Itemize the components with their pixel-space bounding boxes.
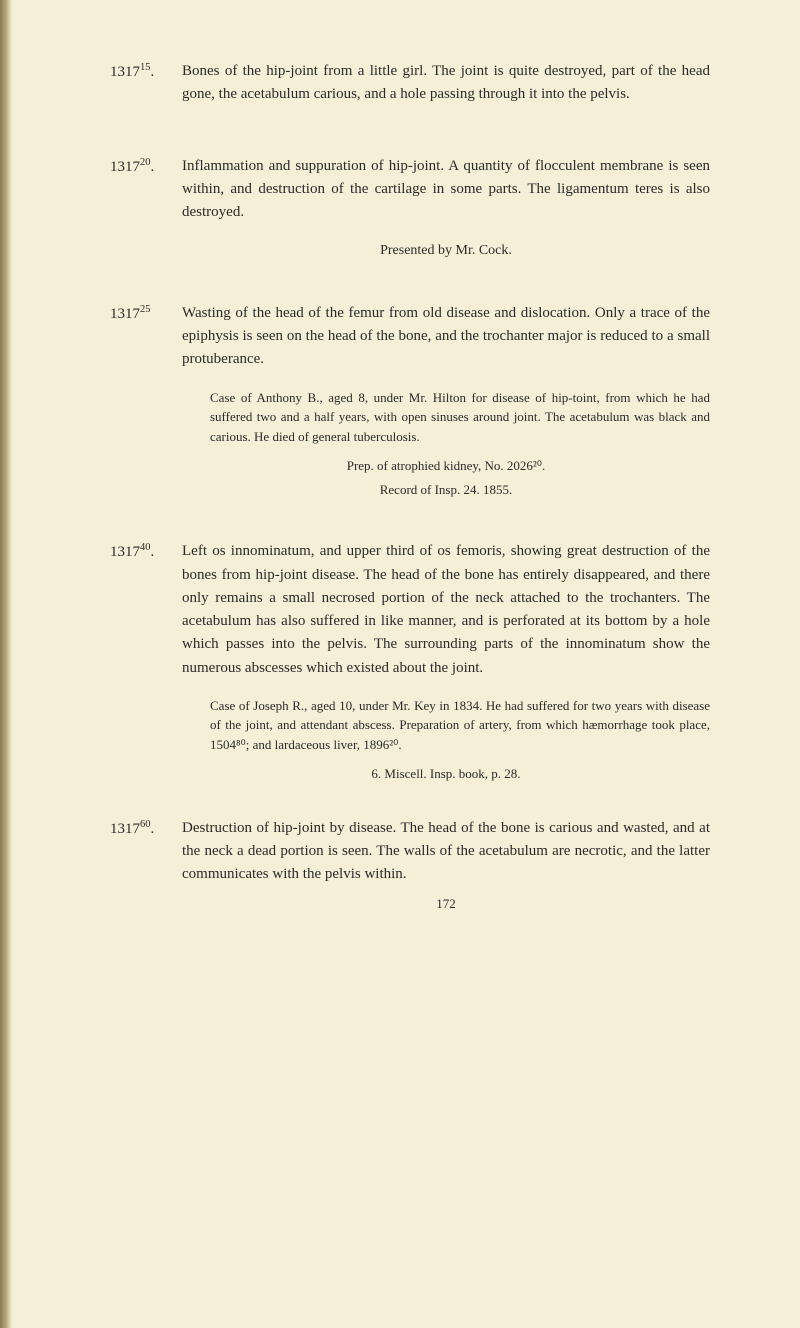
- entry-suffix: .: [151, 821, 155, 837]
- entry-super: 25: [140, 304, 151, 315]
- entry-suffix: .: [151, 544, 155, 560]
- entry-content: Wasting of the head of the femur from ol…: [182, 302, 710, 509]
- entry-number: 131715.: [110, 60, 182, 123]
- entry-1317-25: 131725 Wasting of the head of the femur …: [110, 302, 710, 509]
- main-text: Left os innominatum, and upper third of …: [182, 540, 710, 680]
- case-text: Case of Joseph R., aged 10, under Mr. Ke…: [210, 696, 710, 755]
- main-text: Wasting of the head of the femur from ol…: [182, 302, 710, 372]
- entry-content: Inflammation and suppuration of hip-join…: [182, 155, 710, 270]
- presented-text: Presented by Mr. Cock.: [182, 240, 710, 262]
- entry-1317-20: 131720. Inflammation and suppuration of …: [110, 155, 710, 270]
- main-text: Destruction of hip-joint by disease. The…: [182, 817, 710, 887]
- entry-num-text: 1317: [110, 544, 140, 560]
- entry-content: Left os innominatum, and upper third of …: [182, 540, 710, 784]
- record-text: Record of Insp. 24. 1855.: [182, 480, 710, 500]
- entry-super: 20: [140, 157, 151, 168]
- entry-content: Destruction of hip-joint by disease. The…: [182, 817, 710, 915]
- entry-suffix: .: [151, 64, 155, 80]
- entry-super: 60: [140, 819, 151, 830]
- entry-num-text: 1317: [110, 306, 140, 322]
- entry-super: 40: [140, 542, 151, 553]
- entry-number: 131720.: [110, 155, 182, 270]
- entry-number: 131760.: [110, 817, 182, 915]
- entry-super: 15: [140, 62, 151, 73]
- miscell-text: 6. Miscell. Insp. book, p. 28.: [182, 764, 710, 784]
- entry-number: 131725: [110, 302, 182, 509]
- main-text: Bones of the hip-joint from a little gir…: [182, 60, 710, 107]
- entry-content: Bones of the hip-joint from a little gir…: [182, 60, 710, 123]
- entry-1317-15: 131715. Bones of the hip-joint from a li…: [110, 60, 710, 123]
- entry-num-text: 1317: [110, 64, 140, 80]
- prep-text: Prep. of atrophied kidney, No. 2026²⁰.: [182, 456, 710, 476]
- main-text: Inflammation and suppuration of hip-join…: [182, 155, 710, 225]
- entry-1317-40: 131740. Left os innominatum, and upper t…: [110, 540, 710, 784]
- entry-suffix: .: [151, 159, 155, 175]
- entry-1317-60: 131760. Destruction of hip-joint by dise…: [110, 817, 710, 915]
- entry-num-text: 1317: [110, 159, 140, 175]
- entry-number: 131740.: [110, 540, 182, 784]
- case-text: Case of Anthony B., aged 8, under Mr. Hi…: [210, 388, 710, 447]
- page-number: 172: [182, 894, 710, 914]
- entry-num-text: 1317: [110, 821, 140, 837]
